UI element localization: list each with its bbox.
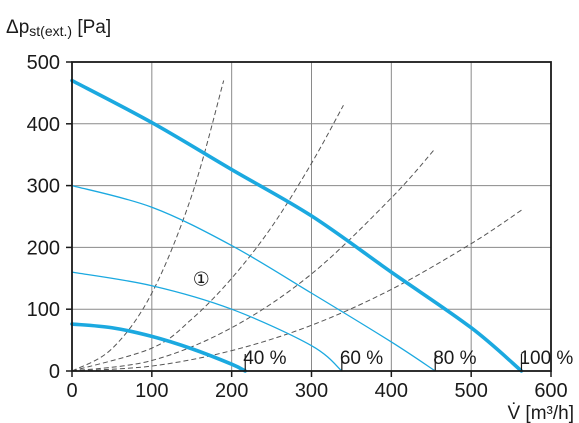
fan-curve [71,271,343,372]
system-curves [71,80,524,372]
percent-labels: 40 % 60 % 80 % 100 % [243,348,573,371]
fan-curve [70,78,524,373]
x-tick-label: 400 [375,380,408,402]
x-tick-label: 200 [215,380,248,402]
curve-marker: ① [193,269,210,290]
y-tick-label: 0 [49,361,60,383]
y-axis-title-main: Δp [6,17,29,38]
fan-curve [70,322,248,373]
x-tick-label: 600 [534,380,567,402]
y-tick-label: 300 [27,176,60,198]
percent-label: 40 % [243,348,286,369]
system-curve [71,208,524,372]
y-tick-label: 100 [27,299,60,321]
grid [72,62,551,371]
ticks: 0 100 200 300 400 500 600 0 100 200 300 400 500 [27,52,568,402]
y-axis-title: Δpst(ext.) [Pa] [6,17,111,39]
fan-curve [71,184,436,372]
y-axis-title-sub: st(ext.) [29,23,72,39]
y-tick-label: 200 [27,237,60,259]
percent-label: 100 % [519,348,573,369]
x-tick-label: 100 [135,380,168,402]
y-axis-title-unit: [Pa] [72,17,111,38]
fan-speed-curves [70,78,524,373]
y-tick-label: 400 [27,114,60,136]
x-axis-title: V̇ [m³/h] [507,403,574,423]
y-tick-label: 500 [27,52,60,74]
system-curve [71,148,436,372]
percent-label: 60 % [340,348,383,369]
system-curve [71,105,344,372]
percent-label: 80 % [433,348,476,369]
x-tick-label: 0 [66,380,77,402]
x-tick-label: 300 [295,380,328,402]
x-tick-label: 500 [454,380,487,402]
